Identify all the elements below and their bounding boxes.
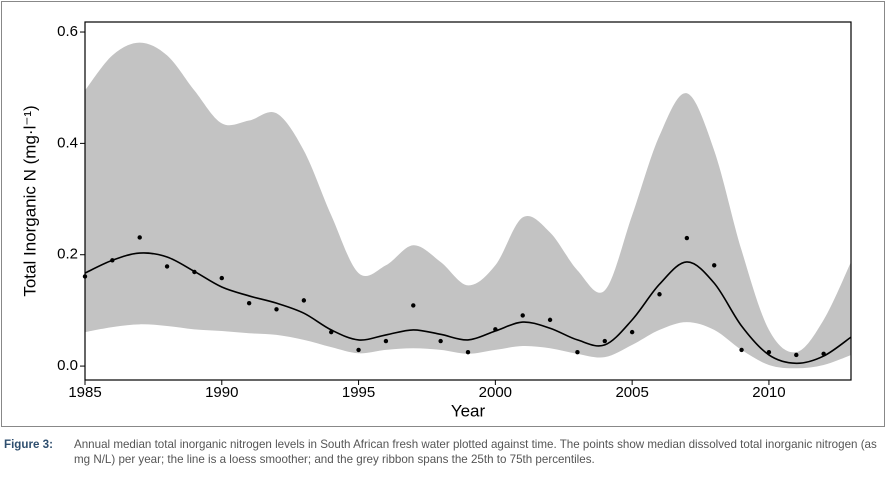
x-tick-label: 1985: [68, 384, 101, 401]
plot-border: [84, 21, 852, 381]
chart: Year Total Inorganic N (mg·l⁻¹) 0.0 0.2 0.…: [20, 21, 852, 420]
y-axis-label: Total Inorganic N (mg·l⁻¹): [20, 105, 39, 296]
data-point: [712, 263, 717, 268]
data-point: [575, 349, 580, 355]
data-point: [164, 264, 170, 269]
caption-label: Figure 3:: [4, 438, 53, 451]
data-point: [411, 303, 416, 308]
x-tick-label: 1995: [342, 384, 375, 401]
data-point: [821, 351, 826, 357]
data-point: [219, 275, 224, 281]
x-axis-label: Year: [451, 401, 486, 420]
data-point: [520, 313, 525, 318]
y-tick-label: 0.6: [57, 23, 78, 40]
data-point: [137, 235, 142, 240]
data-point: [739, 347, 744, 353]
x-tick-label: 2000: [479, 384, 512, 401]
x-tick-label: 2005: [615, 384, 648, 401]
figure-frame: [1, 1, 885, 427]
data-point: [192, 269, 197, 275]
caption-text: Annual median total inorganic nitrogen l…: [74, 438, 877, 466]
data-point: [110, 258, 115, 263]
data-point: [629, 329, 635, 335]
smoother-line: [84, 252, 852, 365]
data-point: [684, 235, 690, 241]
x-tick-label: 1990: [205, 384, 238, 401]
data-point: [301, 298, 307, 303]
ribbon: [85, 42, 851, 369]
data-point: [766, 349, 772, 355]
x-tick-label: 2010: [752, 384, 785, 401]
data-point: [794, 352, 799, 358]
data-point: [356, 347, 361, 353]
caption: Figure 3: Annual median total inorganic …: [4, 437, 884, 467]
y-tick-label: 0.4: [57, 134, 78, 151]
data-point: [493, 327, 498, 332]
data-point: [547, 317, 553, 323]
y-tick-label: 0.0: [57, 357, 78, 374]
data-point: [383, 338, 389, 344]
data-point: [657, 292, 662, 297]
data-point: [602, 338, 607, 344]
data-point: [246, 300, 252, 306]
data-point: [438, 338, 443, 344]
y-tick-label: 0.2: [57, 246, 78, 263]
data-point: [465, 349, 471, 355]
data-point: [274, 307, 279, 312]
data-point: [329, 329, 334, 335]
